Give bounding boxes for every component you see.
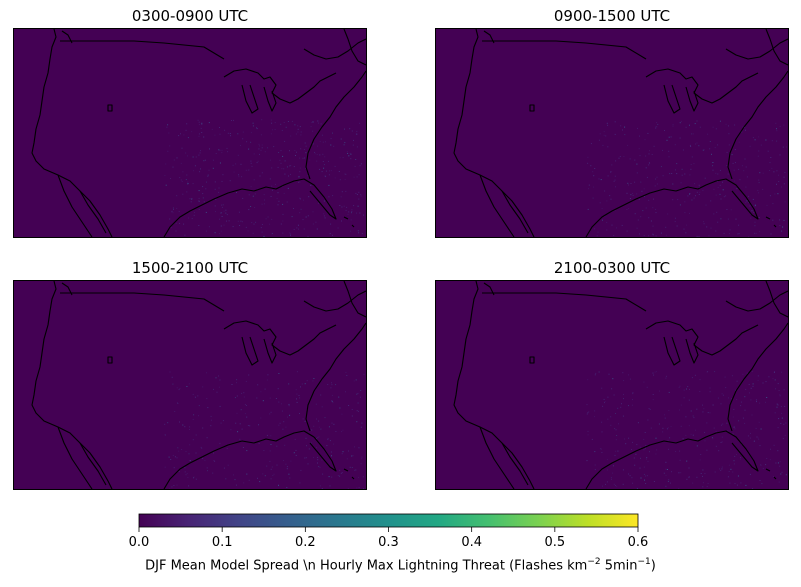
coastlines (31, 281, 366, 489)
colorbar-tick-label: 0.4 (461, 535, 482, 550)
lightning-spread-speckle (164, 371, 365, 489)
lightning-spread-speckle (164, 119, 364, 237)
coastlines (453, 281, 788, 489)
panel-title-0300-0900: 0300-0900 UTC (131, 7, 249, 25)
map-panel-2100-0300 (435, 280, 789, 490)
panel-title-2100-0300: 2100-0300 UTC (553, 259, 671, 277)
coastline-layer (31, 281, 366, 489)
colorbar-tick-label: 0.3 (378, 535, 399, 550)
panel-title-1500-2100: 1500-2100 UTC (131, 259, 249, 277)
colorbar-tick-label: 0.0 (128, 535, 150, 550)
coastline-layer (453, 281, 788, 489)
colorbar-gradient (138, 513, 639, 528)
colorbar-tick-label: 0.1 (211, 535, 233, 550)
map-panel-1500-2100 (13, 280, 367, 490)
colorbar-tick-label: 0.2 (294, 535, 316, 550)
lightning-spread-speckle (586, 120, 787, 237)
coastlines (453, 29, 788, 237)
coastlines (31, 29, 366, 237)
colorbar-tick-label: 0.5 (544, 535, 566, 550)
colorbar-tick-label: 0.6 (627, 535, 649, 550)
lightning-spread-speckle (586, 371, 787, 489)
map-panel-0900-1500 (435, 28, 789, 238)
panel-title-0900-1500: 0900-1500 UTC (553, 7, 671, 25)
map-panel-0300-0900 (13, 28, 367, 238)
coastline-layer (453, 29, 788, 237)
colorbar-label: DJF Mean Model Spread \n Hourly Max Ligh… (145, 557, 656, 574)
coastline-layer (31, 29, 366, 237)
